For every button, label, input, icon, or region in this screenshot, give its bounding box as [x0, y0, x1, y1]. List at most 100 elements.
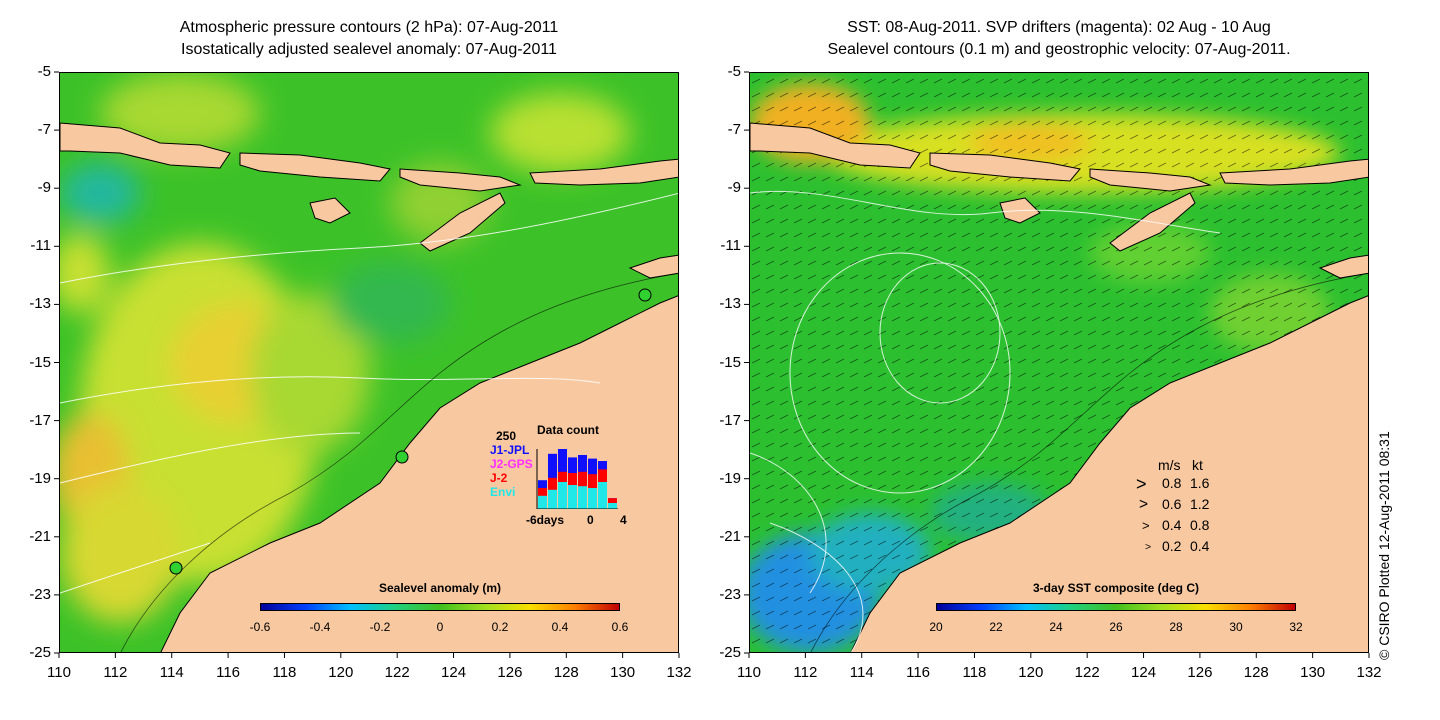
colorbar-tick-label: 28	[1169, 620, 1183, 634]
data-count-bar-chart	[536, 449, 618, 509]
right-colorbar	[936, 603, 1296, 611]
colorbar-tick-label: 24	[1049, 620, 1063, 634]
right-x-tick-label: 132	[1356, 664, 1382, 681]
colorbar-tick-label: 20	[929, 620, 943, 634]
right-y-tick-label: -5	[727, 63, 741, 80]
data-count-axis	[536, 449, 618, 509]
left-x-tick-label: 128	[553, 664, 579, 681]
left-x-tick-label: 122	[384, 664, 410, 681]
right-y-tick-label: -15	[719, 353, 741, 371]
colorbar-tick-label: -0.4	[309, 620, 331, 634]
australia-land	[160, 295, 678, 652]
data-count-title: Data count	[537, 423, 600, 437]
colorbar-tick-label: -0.2	[369, 620, 391, 634]
left-y-tick-label: -13	[29, 295, 51, 313]
sealevel-anomaly-field	[60, 73, 678, 652]
data-count-xlabel-right: 4	[620, 513, 627, 527]
right-x-tick-label: 110	[737, 664, 761, 681]
left-x-tick-label: 114	[159, 664, 184, 681]
velocity-legend-kt: 1.2	[1190, 496, 1210, 512]
data-count-bar	[608, 503, 617, 509]
velocity-arrow-icon: >	[1145, 541, 1152, 553]
left-x-tick-label: 116	[216, 664, 241, 681]
right-y-tick-label: -13	[719, 295, 741, 313]
left-y-tick-label: -25	[29, 644, 51, 661]
left-y-tick-label: -5	[37, 63, 51, 80]
velocity-arrow-icon: >	[1136, 474, 1147, 494]
left-x-tick-label: 110	[47, 664, 71, 681]
right-y-tick-label: -23	[719, 585, 741, 603]
left-title-line2: Isostatically adjusted sealevel anomaly:…	[181, 41, 557, 58]
right-x-tick-label: 120	[1018, 664, 1044, 681]
right-y-tick-label: -7	[727, 121, 741, 139]
right-y-tick-label: -19	[719, 469, 741, 487]
velocity-legend-kt: 0.4	[1190, 538, 1210, 554]
colorbar-tick-label: 0	[436, 620, 444, 634]
left-x-tick-label: 132	[666, 664, 692, 681]
velocity-legend-ms: 0.6	[1162, 496, 1182, 512]
data-count-ymax: 250	[496, 429, 517, 443]
left-x-tick-label: 130	[610, 664, 636, 681]
data-count-xlabel-left: -6days	[526, 513, 565, 527]
left-x-tick-label: 124	[441, 664, 467, 681]
velocity-legend-ms: 0.4	[1162, 517, 1182, 533]
colorbar-tick-label: 26	[1109, 620, 1123, 634]
velocity-legend-header-kt: kt	[1192, 457, 1203, 473]
data-count-xlabel-mid: 0	[587, 513, 594, 527]
velocity-legend-ms: 0.2	[1162, 538, 1182, 554]
velocity-legend-header-ms: m/s	[1158, 457, 1181, 473]
data-count-bar	[538, 495, 547, 509]
right-y-tick-label: -21	[719, 527, 741, 545]
velocity-legend-ms: 0.8	[1162, 475, 1182, 491]
left-colorbar	[260, 603, 620, 611]
right-y-tick-label: -11	[720, 237, 741, 255]
mission-label: J-2	[490, 471, 508, 485]
data-count-bar	[598, 482, 607, 509]
data-count-bar	[588, 488, 597, 509]
velocity-arrow-icon: >	[1139, 496, 1149, 513]
left-y-tick-label: -11	[30, 237, 51, 255]
velocity-legend-kt: 0.8	[1190, 517, 1210, 533]
left-title-line1: Atmospheric pressure contours (2 hPa): 0…	[179, 19, 559, 36]
mission-label: J2-GPS	[490, 457, 533, 471]
right-colorbar-title: 3-day SST composite (deg C)	[1032, 581, 1200, 595]
sealevel-anomaly-map: Data count 250 J1-JPL J2-GPS J-2 Envi -6day…	[59, 72, 679, 653]
right-x-tick-label: 128	[1243, 664, 1269, 681]
right-y-tick-label: -25	[719, 644, 741, 661]
sst-map: m/s kt >0.8 1.6 >0.6 1.2 >0.4 0.8 >0.2 0.4 3-da…	[749, 72, 1369, 653]
data-count-bar	[558, 482, 567, 509]
right-x-tick-label: 118	[962, 664, 987, 681]
mission-label: Envi	[490, 485, 516, 499]
data-count-bar	[548, 489, 557, 509]
right-y-tick-label: -17	[719, 411, 741, 429]
right-x-tick-label: 116	[906, 664, 931, 681]
left-y-tick-label: -7	[37, 121, 51, 139]
data-count-bar	[568, 485, 577, 509]
left-x-tick-label: 120	[328, 664, 354, 681]
right-title-line2: Sealevel contours (0.1 m) and geostrophi…	[827, 41, 1291, 58]
left-y-tick-label: -15	[29, 353, 51, 371]
credit-text: © CSIRO Plotted 12-Aug-2011 08:31	[1376, 431, 1392, 660]
colorbar-tick-label: -0.6	[249, 620, 271, 634]
left-x-tick-label: 118	[272, 664, 297, 681]
velocity-arrow-icon: >	[1142, 518, 1150, 533]
right-x-tick-label: 126	[1187, 664, 1213, 681]
left-x-tick-label: 112	[103, 664, 128, 681]
right-x-tick-label: 122	[1074, 664, 1100, 681]
colorbar-tick-label: 22	[989, 620, 1003, 634]
left-x-tick-label: 126	[497, 664, 523, 681]
colorbar-tick-label: 30	[1229, 620, 1243, 634]
left-y-tick-label: -23	[29, 585, 51, 603]
right-x-tick-label: 124	[1131, 664, 1157, 681]
colorbar-tick-label: 0.4	[551, 620, 569, 634]
right-x-tick-label: 114	[849, 664, 874, 681]
colorbar-tick-label: 0.2	[491, 620, 509, 634]
left-y-tick-label: -9	[37, 179, 51, 197]
colorbar-tick-label: 0.6	[611, 620, 629, 634]
australia-land	[850, 295, 1368, 652]
colorbar-tick-label: 32	[1289, 620, 1303, 634]
velocity-legend-kt: 1.6	[1190, 475, 1210, 491]
sst-field	[750, 73, 1368, 652]
left-colorbar-title: Sealevel anomaly (m)	[378, 581, 502, 595]
data-count-bar	[578, 486, 587, 509]
